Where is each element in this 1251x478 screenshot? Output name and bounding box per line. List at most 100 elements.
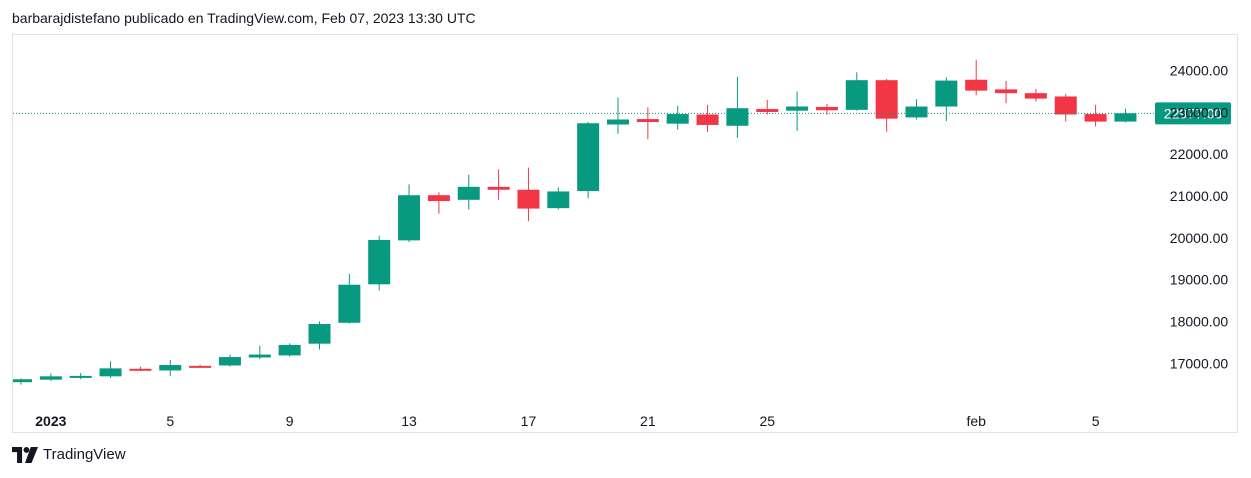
candle-body <box>995 89 1018 94</box>
candle[interactable] <box>1054 93 1077 122</box>
candle[interactable] <box>487 169 510 200</box>
tradingview-logo-icon <box>12 446 38 463</box>
candle-body <box>517 189 540 209</box>
y-tick-label: 17000.00 <box>1170 355 1229 371</box>
x-tick-label: 9 <box>286 413 294 429</box>
y-tick-label: 23000.00 <box>1170 104 1229 120</box>
x-tick-label: 5 <box>166 413 174 429</box>
candle-body <box>427 195 450 202</box>
candle[interactable] <box>547 187 570 210</box>
candle-body <box>248 354 271 358</box>
candle-body <box>1054 96 1077 115</box>
candle[interactable] <box>666 105 689 130</box>
publication-header: barbarajdistefano publicado en TradingVi… <box>12 10 476 26</box>
y-tick-label: 21000.00 <box>1170 188 1229 204</box>
candle-body <box>726 108 749 126</box>
candle-body <box>786 106 809 111</box>
candle[interactable] <box>905 99 928 120</box>
x-tick-label: 13 <box>401 413 417 429</box>
candle-body <box>905 106 928 118</box>
candle-body <box>965 79 988 91</box>
candle-body <box>607 119 629 125</box>
time-axis: 2023 5 9 13 17 21 25 feb 5 <box>35 413 1099 429</box>
x-tick-label: feb <box>966 413 986 429</box>
y-tick-label: 18000.00 <box>1170 314 1229 330</box>
candle[interactable] <box>39 373 62 381</box>
candle[interactable] <box>248 345 271 360</box>
last-price-badge <box>1155 102 1231 125</box>
candle-body <box>338 284 361 323</box>
candle-body <box>636 119 659 123</box>
candle[interactable] <box>1024 88 1047 102</box>
candle-body <box>39 376 62 380</box>
candle-body <box>99 368 122 377</box>
candle[interactable] <box>636 107 659 140</box>
candle-body <box>577 123 600 192</box>
candle[interactable] <box>338 273 361 324</box>
candle-body <box>845 80 868 110</box>
candle-body <box>1084 114 1107 122</box>
candle-body <box>278 344 301 356</box>
candle-body <box>666 114 689 124</box>
candle[interactable] <box>756 99 779 115</box>
candle-body <box>547 191 570 209</box>
candle-body <box>875 80 898 119</box>
candle-body <box>1114 113 1137 122</box>
candle[interactable] <box>696 104 719 133</box>
candle[interactable] <box>607 97 629 134</box>
y-tick-label: 22000.00 <box>1170 146 1229 162</box>
candle-body <box>935 80 958 107</box>
candle[interactable] <box>159 360 182 376</box>
candle[interactable] <box>1084 104 1107 127</box>
candle-body <box>398 195 421 241</box>
candle[interactable] <box>69 372 92 380</box>
candle-body <box>487 186 510 190</box>
candle-body <box>13 379 32 383</box>
candle[interactable] <box>995 81 1018 104</box>
price-axis: 17000.00 18000.00 19000.00 20000.00 21000.00… <box>1170 63 1229 372</box>
candle[interactable] <box>308 321 331 350</box>
candle[interactable] <box>99 361 122 378</box>
candle[interactable] <box>1114 108 1137 123</box>
candle[interactable] <box>368 235 391 291</box>
candle[interactable] <box>278 343 301 357</box>
candle[interactable] <box>517 167 540 222</box>
candle-body <box>756 109 779 112</box>
candle-body <box>1024 93 1047 99</box>
candle[interactable] <box>189 364 212 368</box>
candle-body <box>159 365 182 371</box>
candle-body <box>368 239 391 285</box>
candlestick-chart[interactable]: 22977.00 17000.00 18000.00 19000.00 20000.0… <box>13 35 1239 434</box>
candle[interactable] <box>845 72 868 111</box>
candle[interactable] <box>457 174 480 210</box>
candle[interactable] <box>965 60 988 96</box>
last-price-text: 22977.00 <box>1164 105 1223 121</box>
candle-body <box>129 368 152 371</box>
candle[interactable] <box>218 354 241 367</box>
chart-panel[interactable]: 22977.00 17000.00 18000.00 19000.00 20000.0… <box>12 34 1238 433</box>
x-tick-label: 21 <box>640 413 656 429</box>
last-price-line-layer: 22977.00 <box>13 102 1231 125</box>
y-tick-label: 20000.00 <box>1170 230 1229 246</box>
candle[interactable] <box>129 366 152 371</box>
last-price-label: 22977.00 <box>1155 102 1231 125</box>
candles-layer <box>13 60 1137 385</box>
y-tick-label: 24000.00 <box>1170 63 1229 79</box>
candle[interactable] <box>726 76 749 138</box>
candle[interactable] <box>786 91 809 131</box>
candle-body <box>457 186 480 200</box>
candle[interactable] <box>875 78 898 132</box>
y-tick-label: 19000.00 <box>1170 272 1229 288</box>
candle[interactable] <box>13 378 32 385</box>
candle-body <box>815 106 838 111</box>
footer-brand: TradingView <box>12 446 126 463</box>
candle-body <box>189 365 212 368</box>
candle-body <box>308 324 331 344</box>
candle[interactable] <box>398 184 421 243</box>
footer-brand-text: TradingView <box>43 446 126 463</box>
candle[interactable] <box>577 122 600 199</box>
candle[interactable] <box>427 192 450 214</box>
x-tick-label: 2023 <box>35 413 66 429</box>
candle[interactable] <box>935 77 958 122</box>
candle-body <box>69 375 92 378</box>
